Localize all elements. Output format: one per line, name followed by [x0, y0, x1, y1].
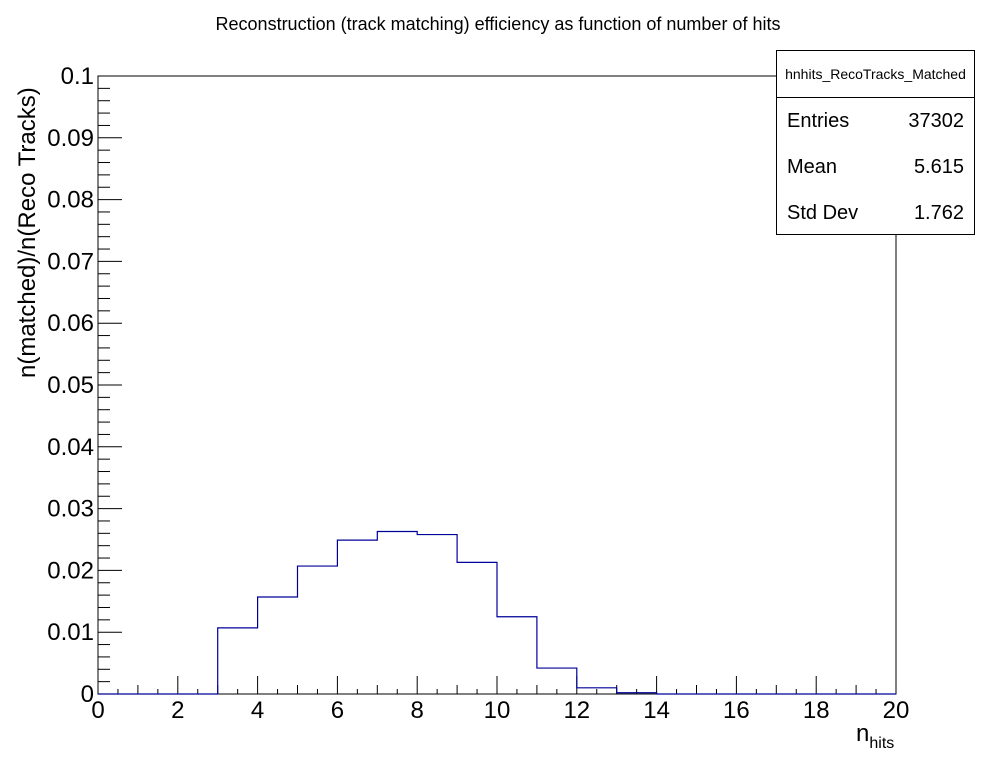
- x-tick-label: 20: [883, 697, 910, 724]
- stats-row-entries: Entries 37302: [777, 98, 974, 144]
- chart-title: Reconstruction (track matching) efficien…: [215, 14, 781, 34]
- y-tick-label: 0.1: [61, 63, 94, 90]
- y-tick-label: 0.06: [47, 310, 94, 337]
- y-axis: 0 0.01 0.02 0.03 0.04 0.05 0.06 0.07 0.08 0.09 0.1: [47, 63, 122, 708]
- y-tick-label: 0.01: [47, 619, 94, 646]
- stats-value: 5.615: [913, 156, 964, 178]
- x-tick-label: 12: [563, 697, 590, 724]
- x-axis-label-sub: hits: [869, 735, 895, 752]
- stats-label: Mean: [787, 156, 838, 178]
- y-tick-label: 0.05: [47, 372, 94, 399]
- y-tick-label: 0.03: [47, 496, 94, 523]
- stats-label: Std Dev: [787, 202, 859, 224]
- x-tick-label: 8: [411, 697, 424, 724]
- x-axis: 0 2 4 6 8 10 12 14 16 18 20: [91, 676, 909, 724]
- x-tick-label: 18: [803, 697, 830, 724]
- stats-value: 37302: [908, 110, 964, 132]
- x-tick-label: 16: [723, 697, 750, 724]
- stats-value: 1.762: [913, 202, 964, 224]
- stats-box: hnhits_RecoTracks_Matched Entries 37302 …: [776, 50, 975, 235]
- y-tick-label: 0.07: [47, 248, 94, 275]
- y-tick-label: 0.02: [47, 557, 94, 584]
- stats-histogram-name: hnhits_RecoTracks_Matched: [777, 51, 974, 98]
- stats-row-mean: Mean 5.615: [777, 144, 974, 190]
- x-tick-label: 0: [91, 697, 104, 724]
- y-tick-label: 0: [81, 681, 94, 708]
- x-tick-label: 10: [484, 697, 511, 724]
- x-tick-label: 4: [251, 697, 264, 724]
- y-axis-label: n(matched)/n(Reco Tracks): [14, 87, 41, 378]
- x-axis-label-main: n: [856, 720, 870, 747]
- stats-row-stddev: Std Dev 1.762: [777, 190, 974, 236]
- y-tick-label: 0.09: [47, 125, 94, 152]
- x-tick-label: 6: [331, 697, 344, 724]
- stats-label: Entries: [787, 110, 850, 132]
- x-tick-label: 2: [171, 697, 184, 724]
- x-tick-label: 14: [643, 697, 670, 724]
- x-axis-label: nhits: [856, 720, 894, 753]
- y-tick-label: 0.04: [47, 434, 94, 461]
- histogram-line: [98, 530, 896, 695]
- y-tick-label: 0.08: [47, 187, 94, 214]
